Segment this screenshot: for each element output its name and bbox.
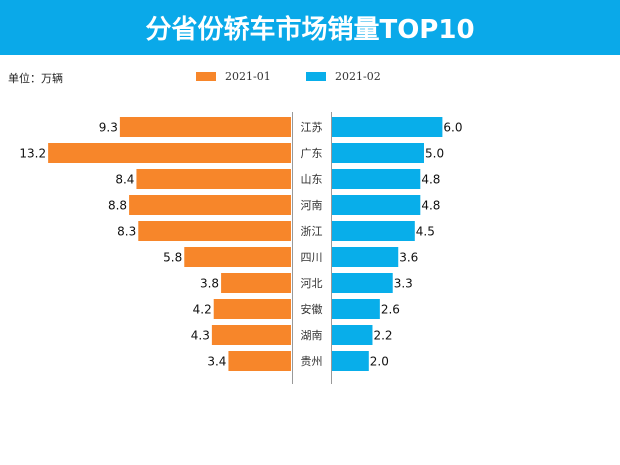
data-label: 8.3 <box>117 225 136 239</box>
bar-2021-01 <box>213 299 291 319</box>
data-label: 4.8 <box>421 199 440 213</box>
bar-2021-02 <box>332 299 380 319</box>
legend-label: 2021-01 <box>225 70 271 83</box>
category-label: 山东 <box>301 173 323 186</box>
data-label: 3.6 <box>399 251 418 265</box>
data-label: 3.3 <box>394 277 413 291</box>
data-label: 4.2 <box>193 303 212 317</box>
legend-swatch <box>306 72 326 81</box>
data-label: 8.8 <box>108 199 127 213</box>
bar-2021-02 <box>332 143 424 163</box>
legend-swatch <box>196 72 216 81</box>
category-label: 湖南 <box>301 329 323 342</box>
category-label: 江苏 <box>301 121 323 134</box>
category-label: 贵州 <box>301 355 323 368</box>
bar-2021-02 <box>332 273 393 293</box>
bar-2021-01 <box>228 351 291 371</box>
category-label: 四川 <box>301 251 323 264</box>
data-label: 3.4 <box>207 355 226 369</box>
data-label: 8.4 <box>115 173 134 187</box>
bar-2021-01 <box>136 169 291 189</box>
category-label: 河北 <box>301 277 323 290</box>
bar-2021-02 <box>332 169 421 189</box>
chart-title: 分省份轿车市场销量TOP10 <box>145 15 475 45</box>
category-label: 河南 <box>301 199 323 212</box>
header-banner: 分省份轿车市场销量TOP10 <box>0 0 620 55</box>
data-label: 9.3 <box>99 121 118 135</box>
bar-2021-01 <box>129 195 291 215</box>
data-label: 4.5 <box>416 225 435 239</box>
bar-2021-01 <box>138 221 291 241</box>
data-label: 4.3 <box>191 329 210 343</box>
data-label: 3.8 <box>200 277 219 291</box>
bar-2021-02 <box>332 117 443 137</box>
category-label: 安徽 <box>301 302 323 316</box>
data-label: 4.8 <box>421 173 440 187</box>
legend-item-series1: 2021-01 <box>196 70 271 83</box>
bar-2021-01 <box>221 273 291 293</box>
legend-label: 2021-02 <box>335 70 381 83</box>
bar-2021-01 <box>184 247 291 267</box>
unit-label: 单位：万辆 <box>8 72 63 85</box>
bar-2021-01 <box>48 143 292 163</box>
bar-2021-02 <box>332 195 421 215</box>
bar-2021-02 <box>332 351 369 371</box>
data-label: 5.8 <box>163 251 182 265</box>
bar-2021-01 <box>119 117 291 137</box>
bar-2021-02 <box>332 325 373 345</box>
data-label: 2.2 <box>373 329 392 343</box>
bar-2021-02 <box>332 247 399 267</box>
legend-item-series2: 2021-02 <box>306 70 381 83</box>
category-label: 浙江 <box>301 225 323 238</box>
data-label: 6.0 <box>443 121 462 135</box>
data-label: 2.0 <box>370 355 389 369</box>
bar-2021-01 <box>211 325 291 345</box>
category-label: 广东 <box>301 147 323 160</box>
data-label: 13.2 <box>19 147 46 161</box>
bar-2021-02 <box>332 221 415 241</box>
data-label: 5.0 <box>425 147 444 161</box>
data-label: 2.6 <box>381 303 400 317</box>
